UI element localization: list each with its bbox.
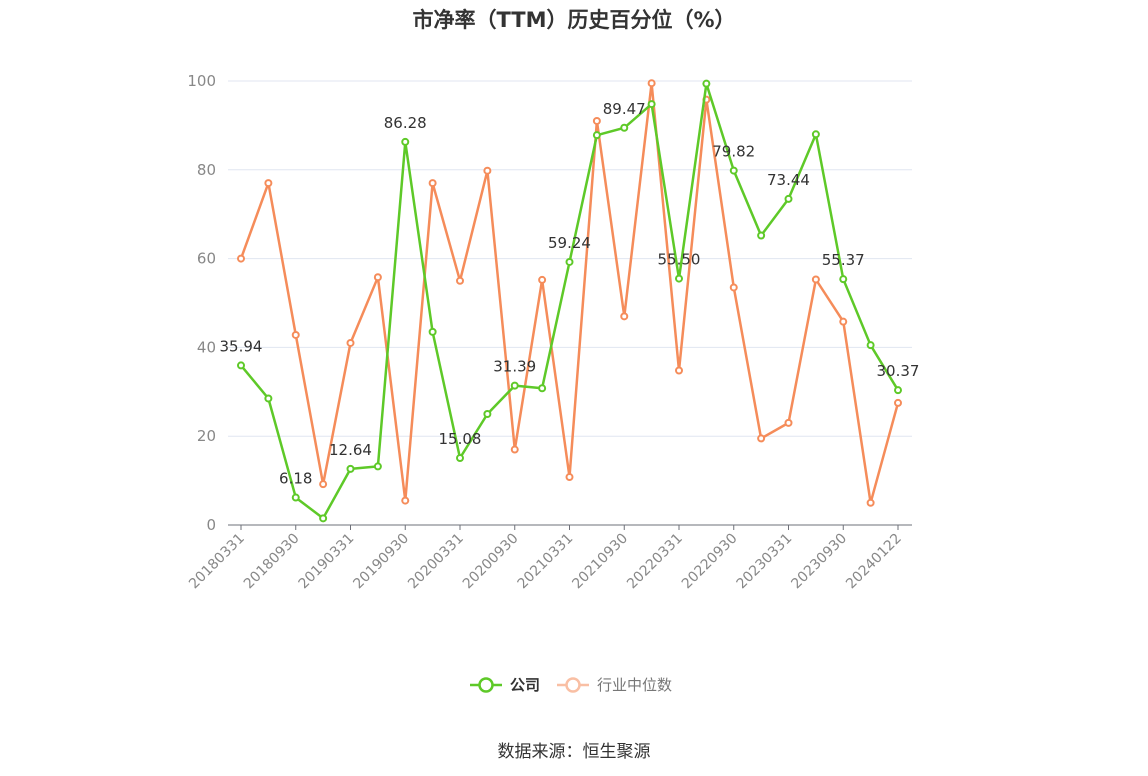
line-chart: 0 20 40 60 80 100 201803312018093020190331201…: [186, 72, 920, 694]
data-point[interactable]: [647, 100, 656, 109]
x-tick-label: 20230930: [788, 531, 850, 593]
x-tick-label: 20180331: [186, 531, 248, 593]
y-tick-label: 40: [197, 338, 216, 356]
data-point[interactable]: [456, 454, 464, 463]
x-tick-label: 20180930: [241, 531, 303, 593]
y-tick-label: 0: [206, 516, 216, 534]
data-label: 31.39: [493, 358, 536, 376]
data-point[interactable]: [702, 79, 711, 88]
data-point[interactable]: [428, 327, 437, 336]
legend-marker: [478, 677, 494, 693]
x-tick-label: 20200331: [405, 531, 467, 593]
x-tick-label: 20200930: [460, 531, 522, 593]
data-point[interactable]: [565, 473, 574, 482]
data-point[interactable]: [264, 179, 273, 188]
data-point[interactable]: [784, 418, 793, 427]
legend-label: 行业中位数: [597, 676, 672, 694]
y-tick-label: 20: [197, 427, 216, 445]
data-point[interactable]: [538, 384, 547, 393]
data-point[interactable]: [729, 283, 738, 292]
data-point[interactable]: [237, 254, 245, 263]
legend[interactable]: 公司 行业中位数: [470, 676, 672, 694]
data-point[interactable]: [839, 317, 848, 326]
data-label: 15.08: [439, 430, 482, 448]
data-point[interactable]: [839, 275, 848, 284]
source-note: 数据来源：恒生聚源: [497, 742, 651, 762]
data-labels: 35.94 6.18 12.64 86.28 15.08 31.39 59.24 89.47 5…: [220, 100, 920, 488]
data-point[interactable]: [428, 179, 437, 188]
data-point[interactable]: [510, 445, 519, 454]
data-label: 59.24: [548, 234, 591, 252]
data-point[interactable]: [483, 166, 492, 175]
data-point[interactable]: [811, 275, 820, 284]
data-point[interactable]: [675, 274, 683, 283]
data-point[interactable]: [647, 79, 656, 88]
data-label: 55.37: [822, 251, 865, 269]
data-point[interactable]: [538, 275, 547, 284]
data-point[interactable]: [456, 276, 464, 285]
data-point[interactable]: [510, 381, 519, 390]
data-point[interactable]: [401, 496, 410, 505]
legend-item-1[interactable]: [557, 677, 589, 693]
chart-title: 市净率（TTM）历史百分位（%）: [412, 8, 736, 32]
data-point[interactable]: [237, 361, 245, 370]
legend-item-0[interactable]: [470, 677, 502, 693]
data-point[interactable]: [592, 131, 601, 140]
data-point[interactable]: [757, 434, 766, 443]
data-label: 86.28: [384, 114, 427, 132]
data-point[interactable]: [784, 194, 793, 203]
legend-label: 公司: [510, 676, 540, 694]
data-point[interactable]: [620, 123, 629, 132]
y-tick-label: 80: [197, 161, 216, 179]
data-point[interactable]: [894, 386, 902, 395]
data-label: 55.50: [658, 251, 701, 269]
x-tick-label: 20210930: [569, 531, 631, 593]
data-label: 73.44: [767, 171, 810, 189]
data-point[interactable]: [894, 398, 902, 407]
data-point[interactable]: [729, 166, 738, 175]
y-tick-label: 100: [187, 72, 216, 90]
data-point[interactable]: [620, 312, 629, 321]
x-tick-label: 20190930: [350, 531, 412, 593]
data-point[interactable]: [565, 257, 574, 266]
data-point[interactable]: [319, 514, 328, 523]
x-tick-label: 20210331: [515, 531, 577, 593]
data-label: 12.64: [329, 441, 372, 459]
x-tick-label: 20240122: [843, 531, 905, 593]
data-point[interactable]: [346, 464, 355, 473]
data-point[interactable]: [592, 116, 601, 125]
data-point[interactable]: [675, 366, 683, 375]
data-point[interactable]: [346, 338, 355, 347]
data-point[interactable]: [757, 231, 766, 240]
data-point[interactable]: [866, 341, 875, 350]
y-tick-label: 60: [197, 250, 216, 268]
x-axis: 2018033120180930201903312019093020200331…: [186, 524, 912, 593]
data-point[interactable]: [811, 130, 820, 139]
data-label: 79.82: [712, 143, 755, 161]
data-label: 6.18: [279, 470, 312, 488]
data-point[interactable]: [319, 480, 328, 489]
y-axis: 0 20 40 60 80 100: [187, 72, 216, 534]
data-label: 35.94: [220, 337, 263, 355]
data-point[interactable]: [483, 410, 492, 418]
data-point[interactable]: [401, 137, 410, 146]
data-point[interactable]: [291, 330, 300, 339]
x-tick-label: 20230331: [734, 531, 796, 593]
x-tick-label: 20220930: [679, 531, 741, 593]
series-layer: [237, 79, 902, 523]
x-tick-label: 20220331: [624, 531, 686, 593]
data-point[interactable]: [264, 394, 273, 403]
data-point[interactable]: [373, 462, 382, 471]
data-label: 30.37: [877, 362, 920, 380]
data-point[interactable]: [866, 498, 875, 507]
data-label: 89.47: [603, 100, 646, 118]
x-tick-label: 20190331: [296, 531, 358, 593]
data-point[interactable]: [291, 493, 300, 502]
series-line-1: [239, 81, 900, 505]
legend-marker: [565, 677, 581, 693]
data-point[interactable]: [373, 273, 382, 282]
